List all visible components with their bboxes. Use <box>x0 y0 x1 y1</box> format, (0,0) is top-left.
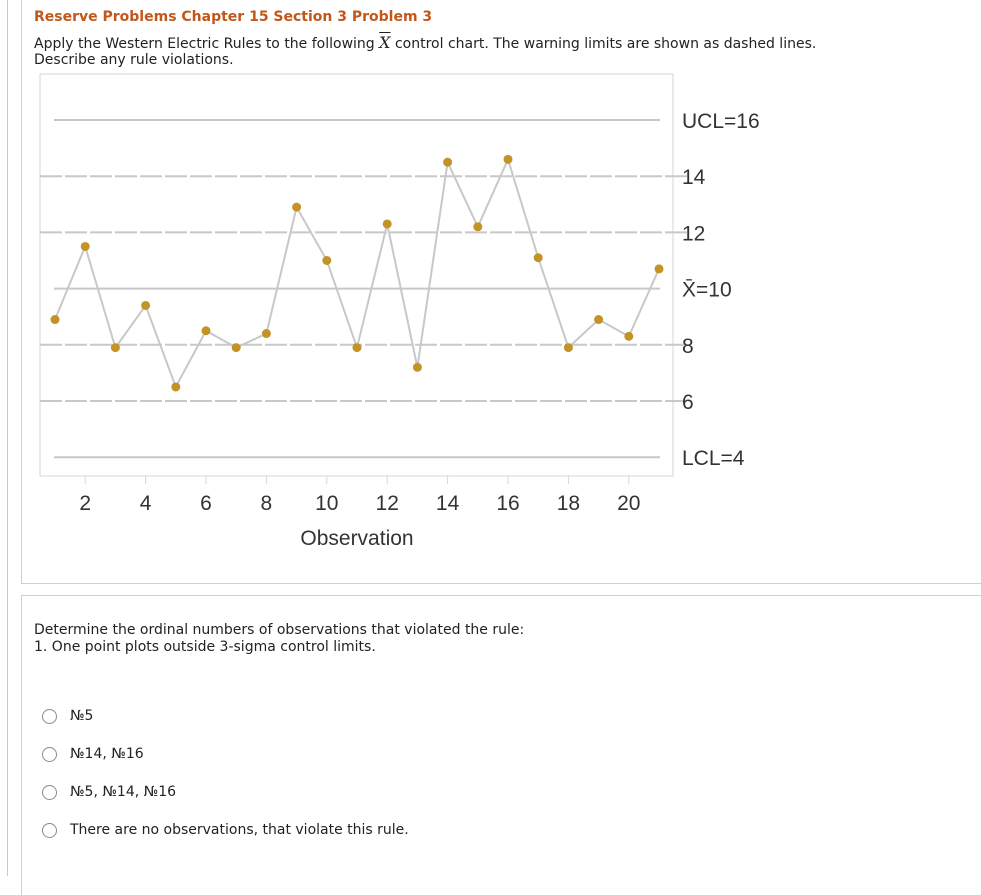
data-point-13 <box>412 362 422 372</box>
control-chart: UCL=16 14 12 X̄=10 8 6 LCL=4 2 4 6 8 10 12 14 16 18 20 Ob… <box>39 73 760 550</box>
limit-label-0: UCL=16 <box>682 110 760 133</box>
problem-instructions: Apply the Western Electric Rules to the … <box>34 33 934 69</box>
radio-button-4[interactable] <box>42 822 57 838</box>
instruction-text-2: control chart. The warning limits are sh… <box>390 36 817 52</box>
option-2[interactable]: №14, №16 <box>42 746 144 762</box>
problem-panel: Reserve Problems Chapter 15 Section 3 Pr… <box>21 0 981 584</box>
data-point-3 <box>110 343 120 353</box>
data-point-5 <box>171 382 181 392</box>
limit-label-6: LCL=4 <box>682 447 745 470</box>
x-tick-label-7: 16 <box>496 492 519 515</box>
limit-label-3: X̄=10 <box>682 278 732 301</box>
question-line-1: Determine the ordinal numbers of observa… <box>34 622 525 638</box>
question-text: Determine the ordinal numbers of observa… <box>34 622 524 656</box>
data-point-12 <box>382 219 392 229</box>
data-point-2 <box>80 241 90 251</box>
limit-label-5: 6 <box>682 391 694 414</box>
x-tick-label-2: 6 <box>200 492 212 515</box>
data-point-17 <box>533 253 543 263</box>
xbar-symbol: X <box>379 33 391 52</box>
data-point-18 <box>563 343 573 353</box>
x-tick-label-8: 18 <box>557 492 580 515</box>
x-tick-label-3: 8 <box>261 492 273 515</box>
data-point-1 <box>50 315 60 325</box>
option-label-4: There are no observations, that violate … <box>70 822 409 838</box>
data-point-21 <box>654 264 664 274</box>
data-point-20 <box>624 331 634 341</box>
limit-label-2: 12 <box>682 222 705 245</box>
radio-button-2[interactable] <box>42 746 57 762</box>
question-line-2: 1. One point plots outside 3-sigma contr… <box>34 639 376 655</box>
series-line <box>54 156 660 390</box>
instruction-text-3: Describe any rule violations. <box>34 52 234 68</box>
option-label-2: №14, №16 <box>70 746 144 762</box>
option-4[interactable]: There are no observations, that violate … <box>42 822 409 838</box>
data-point-16 <box>503 154 513 164</box>
x-tick-label-9: 20 <box>617 492 640 515</box>
data-point-9 <box>292 202 302 212</box>
x-tick-label-0: 2 <box>79 492 91 515</box>
instruction-text-1: Apply the Western Electric Rules to the … <box>34 36 380 52</box>
x-axis-label: Observation <box>300 527 413 550</box>
data-point-7 <box>231 343 241 353</box>
data-point-6 <box>201 326 211 336</box>
radio-button-3[interactable] <box>42 784 57 800</box>
option-label-3: №5, №14, №16 <box>70 784 177 800</box>
radio-button-1[interactable] <box>42 708 57 724</box>
data-point-19 <box>594 315 604 325</box>
option-label-1: №5 <box>70 708 94 724</box>
x-tick-label-4: 10 <box>315 492 338 515</box>
plot-frame <box>39 73 674 477</box>
data-point-14 <box>443 157 453 167</box>
limit-label-4: 8 <box>682 335 694 358</box>
data-point-11 <box>352 343 362 353</box>
option-1[interactable]: №5 <box>42 708 93 724</box>
question-panel: Determine the ordinal numbers of observa… <box>21 595 981 895</box>
data-point-8 <box>261 329 271 339</box>
x-tick-label-1: 4 <box>140 492 152 515</box>
data-point-10 <box>322 256 332 265</box>
x-tick-label-5: 12 <box>376 492 399 515</box>
x-tick-label-6: 14 <box>436 492 460 515</box>
data-point-15 <box>473 222 483 232</box>
problem-title: Reserve Problems Chapter 15 Section 3 Pr… <box>34 9 433 25</box>
limit-label-1: 14 <box>682 166 706 189</box>
left-border <box>7 0 8 876</box>
option-3[interactable]: №5, №14, №16 <box>42 784 176 800</box>
data-point-4 <box>141 300 151 310</box>
